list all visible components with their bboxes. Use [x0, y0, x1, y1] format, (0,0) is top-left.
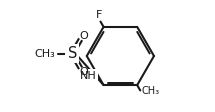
Text: CH₃: CH₃ [142, 86, 160, 96]
Text: S: S [68, 46, 77, 61]
Text: CH₃: CH₃ [35, 49, 55, 59]
Text: NH: NH [80, 71, 97, 81]
Text: F: F [96, 10, 102, 20]
Text: O: O [79, 31, 88, 41]
Text: O: O [79, 67, 88, 77]
